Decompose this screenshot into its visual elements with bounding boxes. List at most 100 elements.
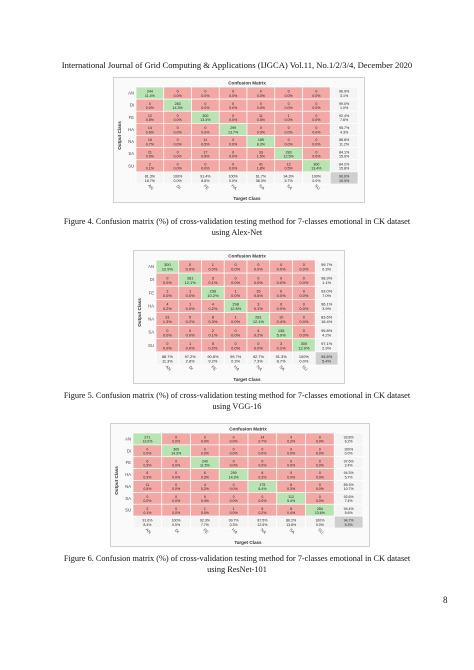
matrix-cell: 00.0% xyxy=(246,86,276,100)
svg-text:300: 300 xyxy=(202,114,208,118)
svg-text:84.2%: 84.2% xyxy=(339,162,350,166)
matrix-cell: 00.0% xyxy=(292,325,316,340)
row-tick-label: DI xyxy=(130,103,134,108)
matrix-cell: 00.0% xyxy=(218,480,249,493)
matrix-cell: 00.0% xyxy=(302,123,331,136)
svg-text:94.3%: 94.3% xyxy=(283,175,294,179)
svg-text:8.7%: 8.7% xyxy=(277,359,286,364)
svg-text:0.0%: 0.0% xyxy=(277,280,286,285)
svg-text:5: 5 xyxy=(212,341,215,346)
svg-text:1.1%: 1.1% xyxy=(322,280,331,285)
svg-text:0: 0 xyxy=(177,126,179,130)
svg-text:0.0%: 0.0% xyxy=(316,487,325,491)
svg-text:136: 136 xyxy=(278,328,285,333)
matrix-cell: 00.0% xyxy=(292,259,316,274)
svg-text:0.0%: 0.0% xyxy=(257,106,266,110)
matrix-cell: 00.0% xyxy=(246,259,271,274)
svg-text:38.3%: 38.3% xyxy=(256,179,267,183)
svg-text:41: 41 xyxy=(259,162,263,166)
column-tick-label: DI xyxy=(175,184,181,190)
svg-text:0: 0 xyxy=(288,126,290,130)
svg-text:0.0%: 0.0% xyxy=(254,280,263,285)
matrix-title: Confusion Matrix xyxy=(229,427,267,432)
svg-text:0.5%: 0.5% xyxy=(201,142,210,146)
matrix-cell: 00.0% xyxy=(161,503,191,517)
svg-text:11.5%: 11.5% xyxy=(200,463,211,467)
column-summary-cell: 91.4%8.6% xyxy=(191,171,220,185)
svg-text:0: 0 xyxy=(290,459,292,463)
journal-header: International Journal of Grid Computing … xyxy=(61,60,413,70)
svg-text:2.8%: 2.8% xyxy=(186,359,195,364)
svg-text:0: 0 xyxy=(319,495,321,499)
svg-text:2: 2 xyxy=(146,507,148,511)
matrix-cell: 00.0% xyxy=(247,444,278,458)
svg-text:0.0%: 0.0% xyxy=(173,142,182,146)
svg-text:18.7%: 18.7% xyxy=(145,179,156,183)
svg-text:0: 0 xyxy=(233,459,235,463)
svg-text:12: 12 xyxy=(148,114,152,118)
svg-text:7.7%: 7.7% xyxy=(201,523,210,527)
svg-text:0: 0 xyxy=(303,315,306,320)
svg-text:0: 0 xyxy=(204,126,206,130)
row-summary-cell: 96.9%3.1% xyxy=(329,86,359,100)
svg-text:0: 0 xyxy=(303,302,306,307)
column-tick-label: DI xyxy=(188,365,194,371)
svg-text:0: 0 xyxy=(149,102,151,106)
svg-text:11.4%: 11.4% xyxy=(145,94,156,98)
svg-text:0.0%: 0.0% xyxy=(172,523,181,527)
matrix-cell: 60.3% xyxy=(190,468,220,481)
svg-text:4: 4 xyxy=(290,436,292,440)
matrix-cell: 00.0% xyxy=(274,98,303,112)
row-tick-label: SU xyxy=(148,343,154,348)
svg-text:0: 0 xyxy=(315,126,317,130)
svg-text:0: 0 xyxy=(235,275,238,280)
svg-text:0.0%: 0.0% xyxy=(287,475,296,479)
svg-text:5.6%: 5.6% xyxy=(345,511,354,515)
svg-text:5: 5 xyxy=(261,507,263,511)
matrix-cell: 00.0% xyxy=(269,299,293,313)
matrix-cell: 00.0% xyxy=(223,338,248,353)
matrix-cell: 00.0% xyxy=(302,147,331,161)
svg-text:7.0%: 7.0% xyxy=(322,293,331,298)
row-summary-cell: 92.6%7.4% xyxy=(333,492,364,505)
svg-text:298: 298 xyxy=(232,302,239,307)
svg-text:0.7%: 0.7% xyxy=(258,440,267,444)
confusion-matrix-svg: Confusion Matrix27113.0%00.0%00.0%00.0%1… xyxy=(114,427,364,545)
svg-text:0: 0 xyxy=(166,341,169,346)
svg-text:0.0%: 0.0% xyxy=(287,463,296,467)
svg-text:0: 0 xyxy=(315,102,317,106)
svg-text:0.0%: 0.0% xyxy=(258,499,267,503)
matrix-cell: 00.0% xyxy=(276,444,306,458)
svg-text:7.4%: 7.4% xyxy=(345,499,354,503)
column-summary-cell: 90.8%9.2% xyxy=(201,351,225,366)
column-tick-label: NA xyxy=(260,527,268,535)
matrix-cell: 00.0% xyxy=(163,135,192,148)
matrix-cell: 120.5% xyxy=(135,110,165,124)
svg-text:0.0%: 0.0% xyxy=(257,94,266,98)
row-tick-label: HA xyxy=(128,127,134,132)
svg-text:14.3%: 14.3% xyxy=(171,452,182,456)
svg-text:1.5%: 1.5% xyxy=(257,155,266,159)
svg-text:6: 6 xyxy=(204,471,206,475)
svg-text:0: 0 xyxy=(177,150,179,154)
svg-text:31: 31 xyxy=(165,315,169,320)
svg-text:0.2%: 0.2% xyxy=(258,511,267,515)
matrix-cell: 00.0% xyxy=(292,312,316,326)
svg-text:0.3%: 0.3% xyxy=(201,475,210,479)
matrix-cell: 00.0% xyxy=(163,110,192,124)
figure-4-confusion-matrix: Confusion Matrix 244 11.4% 0 0.0% 0 0.0% 0 0.0% 0… xyxy=(113,77,365,203)
svg-text:0.0%: 0.0% xyxy=(316,523,325,527)
matrix-cell: 00.0% xyxy=(155,338,180,353)
svg-text:0.0%: 0.0% xyxy=(208,267,217,272)
matrix-cell: 00.0% xyxy=(274,86,303,100)
matrix-cell: 10.0% xyxy=(201,259,225,274)
matrix-cell: 10.0% xyxy=(155,285,180,300)
matrix-cell: 00.0% xyxy=(218,110,248,124)
matrix-cell: 00.0% xyxy=(161,468,191,481)
svg-text:0: 0 xyxy=(235,341,238,346)
